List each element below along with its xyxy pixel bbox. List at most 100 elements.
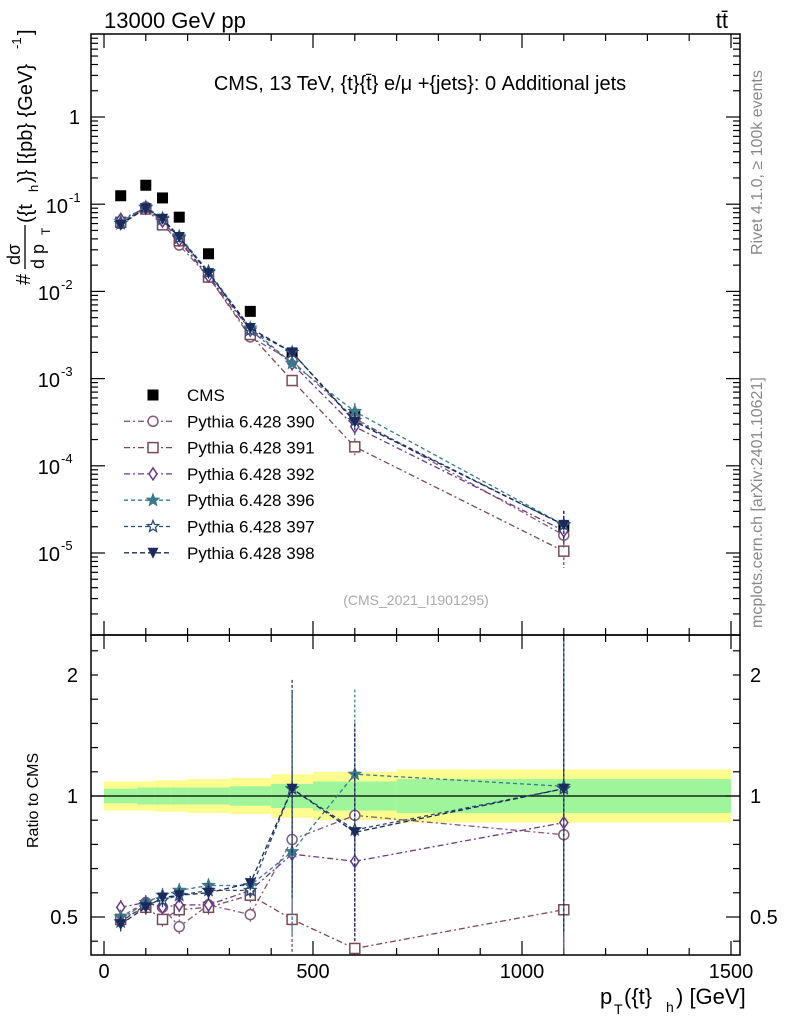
rtick-left-1: 1: [67, 786, 78, 808]
series-3: [115, 200, 569, 548]
ytick-1e-1-exp: -1: [69, 190, 81, 205]
xlabel-arg: ({t}: [624, 984, 652, 1009]
y-tick-labels-main: 1 10 -1 10 -2 10 -3 10 -4 10 -5: [38, 107, 81, 566]
ratio-point: [203, 897, 214, 913]
x-axis-label: p T ({t} h ) [GeV]: [600, 984, 746, 1017]
ratio-point: [156, 913, 169, 926]
ylabel-close: )} [{pb} {GeV}: [15, 64, 37, 183]
ratio-line: [120, 814, 564, 928]
legend-label: CMS: [187, 386, 225, 405]
data-point: [558, 545, 570, 557]
data-point: [286, 347, 298, 359]
legend-label: Pythia 6.428 392: [187, 465, 315, 484]
xtick-1000: 1000: [500, 961, 545, 983]
legend-marker: [145, 492, 161, 507]
ratio-line: [120, 894, 564, 950]
header-left: 13000 GeV pp: [104, 8, 246, 33]
legend-label: Pythia 6.428 396: [187, 491, 315, 510]
ylabel-end: ]: [15, 29, 37, 35]
ratio-series-5: [115, 643, 570, 942]
ytick-1e-2-exp: -2: [61, 277, 73, 292]
xlabel-end: ) [GeV]: [676, 984, 746, 1009]
data-point: [349, 441, 361, 453]
ratio-point: [349, 942, 361, 955]
legend-marker: [148, 466, 158, 482]
rtick-right-0p5: 0.5: [750, 907, 778, 929]
ratio-point: [173, 890, 185, 902]
ytick-1e-3-exp: -3: [61, 364, 73, 379]
ratio-point: [157, 892, 169, 904]
legend-entry: CMS: [147, 386, 225, 405]
legend-marker: [147, 547, 159, 559]
rtick-left-0p5: 0.5: [50, 907, 78, 929]
ratio-point: [174, 897, 185, 913]
data-point: [244, 323, 256, 335]
xtick-500: 500: [296, 961, 329, 983]
ratio-point: [173, 920, 185, 933]
data-point: [558, 519, 570, 531]
ratio-panel: Ratio to CMS 0.5 1 2 0.5 1 2 0 500 1000 …: [25, 634, 778, 1017]
data-point: [140, 179, 152, 191]
main-panel: CMS, 13 TeV, {t}{t̄} e/μ +{jets}: 0 Addi…: [4, 29, 741, 636]
x-tick-labels: 0 500 1000 1500: [98, 961, 753, 983]
ratio-series: [113, 641, 572, 955]
data-point: [115, 219, 127, 231]
xtick-1500: 1500: [709, 961, 754, 983]
xtick-0: 0: [98, 961, 109, 983]
ratio-point: [203, 887, 214, 899]
data-point: [284, 355, 300, 370]
ratio-ylabel: Ratio to CMS: [25, 753, 42, 848]
data-point: [157, 192, 169, 204]
legend-entry: Pythia 6.428 391: [124, 439, 315, 458]
analysis-watermark: (CMS_2021_I1901295): [343, 592, 489, 608]
series-2: [114, 203, 570, 569]
legend-marker: [145, 518, 161, 533]
ytick-1e-5-exp: -5: [61, 538, 73, 553]
ylabel-hash: #: [13, 273, 35, 285]
main-ticks: [91, 34, 740, 635]
legend-marker: [147, 415, 159, 428]
data-point: [140, 203, 152, 215]
data-point: [286, 374, 298, 387]
ratio-line: [120, 787, 564, 925]
legend-marker: [147, 441, 159, 454]
rtick-right-1: 1: [750, 786, 761, 808]
ratio-point: [244, 878, 256, 890]
chart-title: CMS, 13 TeV, {t}{t̄} e/μ +{jets}: 0 Addi…: [214, 73, 626, 95]
ratio-point: [349, 827, 361, 839]
data-point: [203, 268, 214, 280]
data-point: [244, 305, 256, 317]
xlabel-sub: T: [614, 1001, 623, 1017]
legend-entry: Pythia 6.428 396: [124, 491, 315, 510]
ytick-1e-4-base: 10: [38, 457, 60, 479]
legend-label: Pythia 6.428 397: [187, 518, 315, 537]
ratio-point: [244, 908, 257, 921]
rivet-label: Rivet 4.1.0, ≥ 100k events: [749, 70, 766, 255]
y-axis-label-main: # dσ d p T ({t h )} [{pb} {GeV} -1 ]: [4, 29, 53, 285]
legend-label: Pythia 6.428 391: [187, 439, 315, 458]
legend-entry: Pythia 6.428 392: [124, 465, 315, 484]
ratio-point: [115, 919, 127, 931]
ytick-1e-3-base: 10: [38, 370, 60, 392]
ytick-1e-2-base: 10: [38, 283, 60, 305]
data-point: [157, 213, 169, 225]
ratio-ytick-labels: 0.5 1 2 0.5 1 2: [50, 665, 778, 929]
data-point: [203, 248, 214, 260]
data-point: [349, 416, 361, 428]
series-line: [120, 206, 565, 536]
ylabel-arg: ({t: [15, 204, 37, 223]
main-series: [113, 179, 572, 569]
ylabel-den: d p: [28, 244, 48, 269]
ratio-point: [558, 783, 570, 795]
series-6: [115, 203, 570, 542]
ratio-point: [140, 902, 152, 914]
header-right: tt̄: [716, 8, 728, 33]
legend-label: Pythia 6.428 390: [187, 412, 315, 431]
legend-marker: [147, 389, 159, 401]
series-4: [113, 199, 572, 542]
legend-label: Pythia 6.428 398: [187, 544, 315, 563]
legend-entry: Pythia 6.428 398: [124, 544, 315, 563]
ylabel-sub: T: [39, 227, 53, 235]
rtick-right-2: 2: [750, 665, 761, 687]
